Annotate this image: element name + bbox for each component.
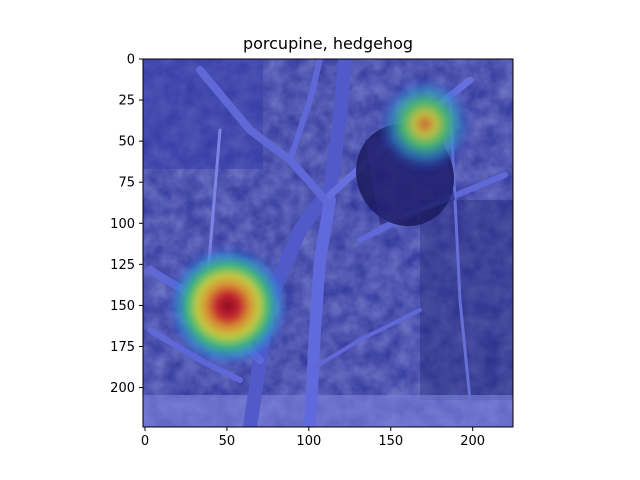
heatmap-image [143, 59, 513, 427]
hotspot-primary [166, 244, 290, 368]
x-tick-label: 200 [460, 434, 485, 449]
plot-frame [142, 58, 514, 428]
x-tick-label: 0 [141, 434, 149, 449]
y-tick-label: 50 [118, 135, 135, 150]
x-tick-label: 100 [296, 434, 321, 449]
y-tick-label: 75 [118, 176, 135, 191]
chart-title: porcupine, hedgehog [243, 34, 413, 53]
y-tick-label: 200 [110, 381, 135, 396]
y-tick-label: 0 [127, 53, 135, 68]
y-tick-label: 125 [110, 258, 135, 273]
x-axis: 0 50 100 150 200 [141, 427, 485, 449]
y-tick-label: 100 [110, 217, 135, 232]
y-tick-label: 25 [118, 94, 135, 109]
y-tick-label: 175 [110, 340, 135, 355]
x-tick-label: 50 [219, 434, 236, 449]
y-tick-label: 150 [110, 299, 135, 314]
x-tick-label: 150 [378, 434, 403, 449]
ground [143, 395, 513, 427]
y-axis: 0 25 50 75 100 125 150 175 200 [110, 53, 143, 396]
hotspot-secondary [377, 76, 473, 172]
